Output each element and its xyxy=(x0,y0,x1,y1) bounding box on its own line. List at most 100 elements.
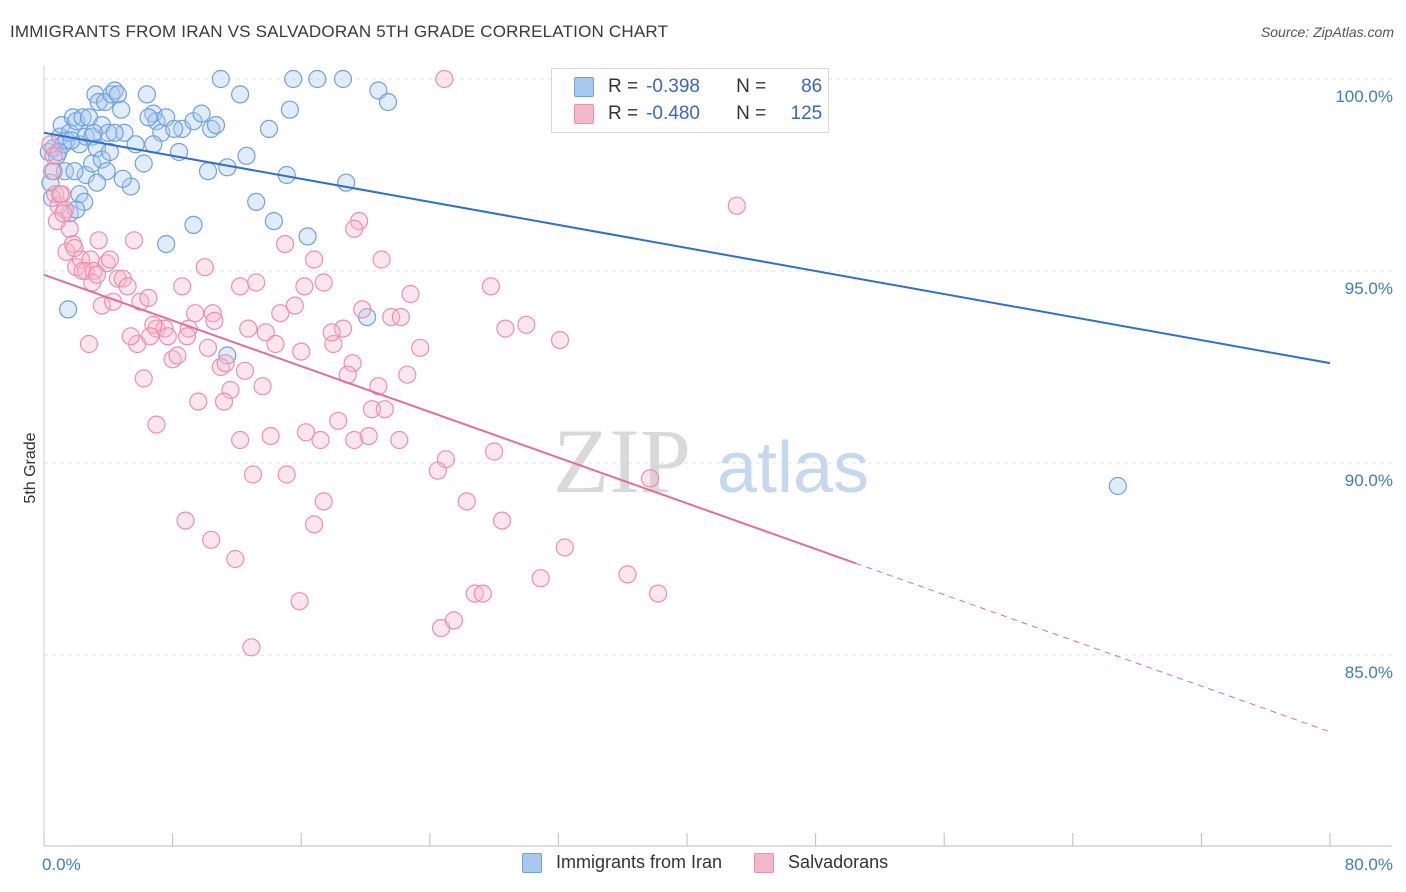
salvadoran-point xyxy=(100,250,120,269)
salvadoran-point xyxy=(493,511,512,530)
salvadoran-point xyxy=(391,308,410,327)
salvadoran-point xyxy=(428,461,447,480)
n-value: 86 xyxy=(801,76,823,97)
salvadoran-point xyxy=(214,392,234,411)
salvadoran-point xyxy=(295,277,314,296)
salvadoran-point xyxy=(261,427,280,446)
iran-point xyxy=(65,162,84,181)
salvadoran-point xyxy=(231,277,250,296)
salvadoran-point xyxy=(178,327,197,346)
salvadoran-point xyxy=(134,369,153,388)
iran-point xyxy=(237,146,256,165)
r-value: -0.480 xyxy=(646,103,700,124)
salvadoran-point xyxy=(147,415,166,434)
iran-point xyxy=(99,123,118,142)
salvadoran-point xyxy=(271,304,290,323)
iran-point xyxy=(206,115,226,135)
iran-point xyxy=(247,192,266,211)
stats-legend: R = -0.398 N = 86 R = -0.480 N = 125 xyxy=(551,68,829,133)
salvadoran-point xyxy=(305,250,324,269)
salvadoran-point xyxy=(435,69,454,89)
r-label: R = xyxy=(608,76,639,97)
y-tick-label: 95.0% xyxy=(1345,279,1393,298)
legend-item-salvadorans: Salvadorans xyxy=(754,852,888,873)
chart-title: IMMIGRANTS FROM IRAN VS SALVADORAN 5TH G… xyxy=(10,22,669,41)
salvadoran-point xyxy=(727,196,746,215)
salvadoran-point xyxy=(311,430,330,450)
salvadoran-point xyxy=(216,354,235,373)
salvadoran-point xyxy=(648,584,668,603)
salvadoran-point xyxy=(226,549,245,569)
salvadoran-point xyxy=(158,327,177,346)
salvadoran-point xyxy=(314,492,333,511)
salvadoran-point xyxy=(485,442,504,461)
y-axis-label: 5th Grade xyxy=(22,432,39,503)
salvadoran-point xyxy=(65,238,84,258)
legend-swatch-salvadoran xyxy=(574,104,594,124)
salvadoran-point xyxy=(44,146,63,165)
salvadoran-point xyxy=(144,315,163,334)
salvadoran-point xyxy=(242,638,261,657)
iran-point xyxy=(284,69,303,89)
salvadoran-point xyxy=(362,400,381,419)
grid-lines xyxy=(44,78,1392,656)
salvadoran-point xyxy=(221,380,240,400)
salvadoran-point xyxy=(531,569,550,588)
iran-point xyxy=(231,85,250,104)
iran-point xyxy=(137,85,156,104)
salvadoran-point xyxy=(517,315,536,334)
salvadoran-point xyxy=(375,400,394,419)
legend-swatch-iran xyxy=(574,77,594,97)
salvadoran-trend-line xyxy=(43,273,857,565)
legend-row-iran: R = -0.398 N = 86 xyxy=(574,74,822,100)
salvadoran-point xyxy=(186,304,205,323)
salvadoran-point xyxy=(202,530,221,549)
iran-point xyxy=(184,215,203,234)
legend-label-salvadorans: Salvadorans xyxy=(788,852,889,872)
iran-point xyxy=(144,135,163,154)
salvadoran-point xyxy=(256,323,275,342)
salvadoran-point xyxy=(382,308,401,327)
iran-point xyxy=(100,142,120,162)
salvadoran-point xyxy=(87,265,107,284)
legend-swatch-iran xyxy=(522,852,542,873)
salvadoran-point xyxy=(92,296,112,315)
salvadoran-point xyxy=(401,284,420,304)
iran-point xyxy=(105,123,124,142)
salvadoran-point xyxy=(189,392,208,411)
salvadoran-point xyxy=(266,334,285,354)
iran-point xyxy=(87,173,107,192)
iran-point xyxy=(192,104,211,123)
salvadoran-point xyxy=(141,327,160,346)
salvadoran-point xyxy=(195,258,214,277)
salvadoran-point xyxy=(618,565,637,584)
iran-point xyxy=(218,346,237,365)
salvadoran-point xyxy=(243,465,263,484)
iran-point xyxy=(157,235,176,254)
salvadoran-point xyxy=(205,311,224,330)
salvadoran-point xyxy=(398,365,417,384)
salvadoran-point xyxy=(457,492,476,511)
salvadoran-point xyxy=(359,427,378,446)
salvadoran-point xyxy=(50,185,70,204)
r-label: R = xyxy=(608,103,639,124)
iran-point xyxy=(280,100,299,119)
iran-point xyxy=(113,169,132,188)
iran-point xyxy=(115,123,134,142)
salvadoran-point xyxy=(198,338,218,357)
salvadoran-point xyxy=(173,277,192,296)
salvadoran-trend-line-extension xyxy=(855,562,1331,733)
iran-point xyxy=(198,162,218,181)
salvadoran-point xyxy=(333,319,353,338)
salvadoran-point xyxy=(42,162,62,181)
salvadoran-point xyxy=(108,269,128,288)
salvadoran-point xyxy=(314,273,333,292)
salvadoran-point xyxy=(41,135,60,154)
salvadoran-point xyxy=(247,273,266,292)
iran-point xyxy=(1108,476,1127,496)
data-points xyxy=(39,69,1127,657)
salvadoran-point xyxy=(411,338,430,357)
salvadoran-point xyxy=(296,423,316,442)
iran-point xyxy=(333,69,353,89)
salvadoran-point xyxy=(329,411,348,430)
